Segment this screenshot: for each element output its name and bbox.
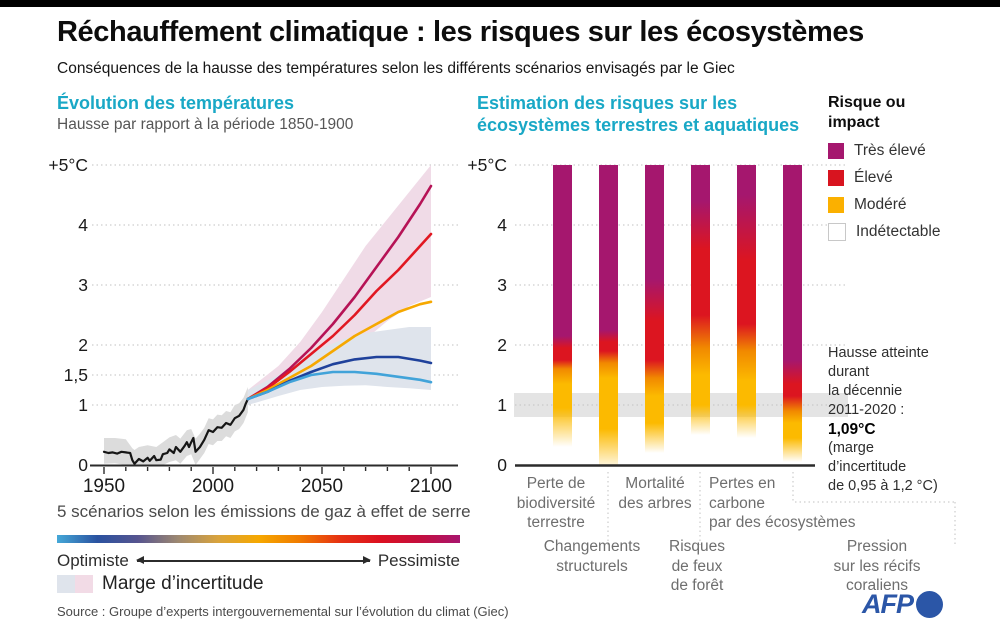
legend-label: Indétectable bbox=[856, 223, 941, 240]
tick-label: 2 bbox=[497, 335, 507, 355]
afp-logo-text: AFP bbox=[862, 589, 914, 619]
risk-legend-title: Risque ou impact bbox=[828, 94, 906, 131]
legend-swatch bbox=[828, 143, 844, 159]
tick-label: 0 bbox=[78, 455, 88, 475]
legend-item: Très élevé bbox=[828, 142, 1000, 160]
pessimistic-uncertainty-band bbox=[247, 165, 431, 405]
legend-swatch bbox=[828, 170, 844, 186]
page-title: Réchauffement climatique : les risques s… bbox=[57, 16, 864, 48]
uncertainty-label: Marge d’incertitude bbox=[102, 573, 264, 594]
tick-label: 2000 bbox=[192, 476, 234, 497]
top-bar bbox=[0, 0, 1000, 7]
tick-label: 1 bbox=[497, 395, 507, 415]
tick-label: +5°C bbox=[467, 155, 507, 175]
tick-label: +5°C bbox=[48, 155, 88, 175]
tick-label: 2 bbox=[78, 335, 88, 355]
tick-label: 1,5 bbox=[64, 365, 88, 385]
tick-label: 3 bbox=[497, 275, 507, 295]
risk-bar bbox=[553, 165, 572, 465]
risk-legend: Risque ou impact Très élevé Élevé Modéré In… bbox=[828, 93, 1000, 241]
risk-chart: 0 1 2 3 4 +5°C bbox=[467, 155, 956, 545]
scenario-line-optimiste bbox=[246, 370, 433, 401]
scenario-scale bbox=[57, 535, 460, 543]
scenario-line-intermédiaire bbox=[246, 300, 433, 401]
temperature-chart: 1950 2000 2050 2100 0 1 1,5 2 3 4 +5°C bbox=[48, 155, 458, 497]
decade-annotation: Hausse atteinte durant la décennie 2011-… bbox=[828, 344, 1000, 496]
tick-label: 0 bbox=[497, 455, 507, 475]
legend-swatch bbox=[828, 223, 846, 241]
afp-logo: AFP bbox=[862, 589, 943, 620]
historical-line bbox=[102, 397, 249, 465]
pessimiste-label: Pessimiste bbox=[377, 551, 460, 570]
risk-bar bbox=[691, 165, 710, 465]
scenario-scale-labels: Optimiste Pessimiste bbox=[57, 551, 460, 571]
tick-label: 2100 bbox=[410, 476, 452, 497]
legend-item: Élevé bbox=[828, 169, 1000, 187]
legend-item: Modéré bbox=[828, 196, 1000, 214]
optimistic-uncertainty-band bbox=[247, 327, 431, 405]
scenarios-caption: 5 scénarios selon les émissions de gaz à… bbox=[57, 502, 471, 521]
legend-label: Très élevé bbox=[854, 142, 926, 159]
legend-swatch bbox=[828, 197, 844, 213]
uncertainty-swatch-pink bbox=[75, 575, 93, 593]
optimiste-label: Optimiste bbox=[57, 551, 129, 570]
tick-label: 1 bbox=[78, 395, 88, 415]
risk-bar bbox=[783, 165, 802, 465]
page-subtitle: Conséquences de la hausse des températur… bbox=[57, 60, 735, 77]
risk-bar bbox=[737, 165, 756, 465]
left-chart-subtitle: Hausse par rapport à la période 1850-190… bbox=[57, 116, 354, 133]
double-arrow-icon bbox=[135, 557, 371, 564]
risk-bar bbox=[645, 165, 664, 465]
right-chart-title: Estimation des risques sur les écosystèm… bbox=[477, 93, 800, 135]
tick-label: 4 bbox=[78, 215, 88, 235]
decade-annotation-note: (marge d’incertitude de 0,95 à 1,2 °C) bbox=[828, 440, 938, 494]
scenario-line-pessimiste bbox=[246, 184, 433, 401]
source-line: Source : Groupe d’experts intergouvernem… bbox=[57, 604, 509, 619]
tick-label: 4 bbox=[497, 215, 507, 235]
legend-label: Modéré bbox=[854, 196, 907, 213]
afp-globe-icon bbox=[916, 591, 943, 618]
decade-annotation-value: 1,09°C bbox=[828, 421, 876, 438]
legend-label: Élevé bbox=[854, 169, 893, 186]
decade-annotation-text: Hausse atteinte durant la décennie 2011-… bbox=[828, 345, 929, 418]
left-chart-title: Évolution des températures bbox=[57, 93, 295, 113]
tick-label: 1950 bbox=[83, 476, 125, 497]
scenario-line-élevé bbox=[246, 232, 433, 401]
legend-item: Indétectable bbox=[828, 223, 1000, 241]
uncertainty-legend: Marge d’incertitude bbox=[57, 573, 264, 595]
risk-legend-items: Très élevé Élevé Modéré Indétectable bbox=[828, 142, 1000, 241]
tick-label: 2050 bbox=[301, 476, 343, 497]
risk-bar bbox=[599, 165, 618, 465]
uncertainty-swatch-blue bbox=[57, 575, 75, 593]
tick-label: 3 bbox=[78, 275, 88, 295]
